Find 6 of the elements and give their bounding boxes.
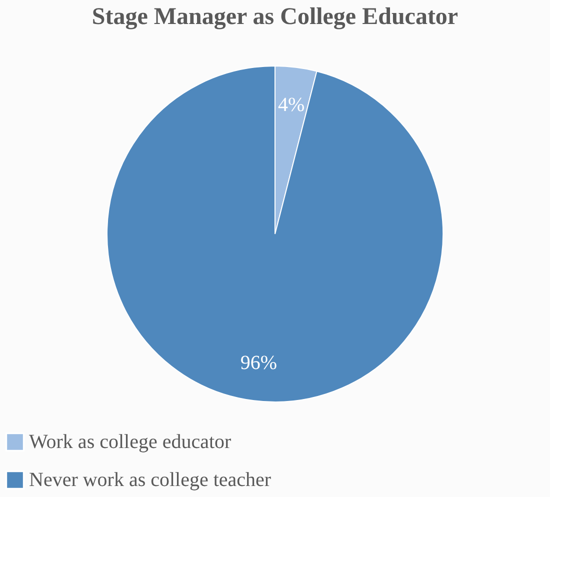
data-label: 4% — [278, 94, 305, 116]
legend-label: Work as college educator — [29, 431, 232, 453]
legend-label: Never work as college teacher — [29, 469, 272, 491]
chart-title: Stage Manager as College Educator — [92, 4, 458, 30]
data-label: 96% — [240, 352, 278, 374]
pie-slice — [106, 66, 444, 402]
